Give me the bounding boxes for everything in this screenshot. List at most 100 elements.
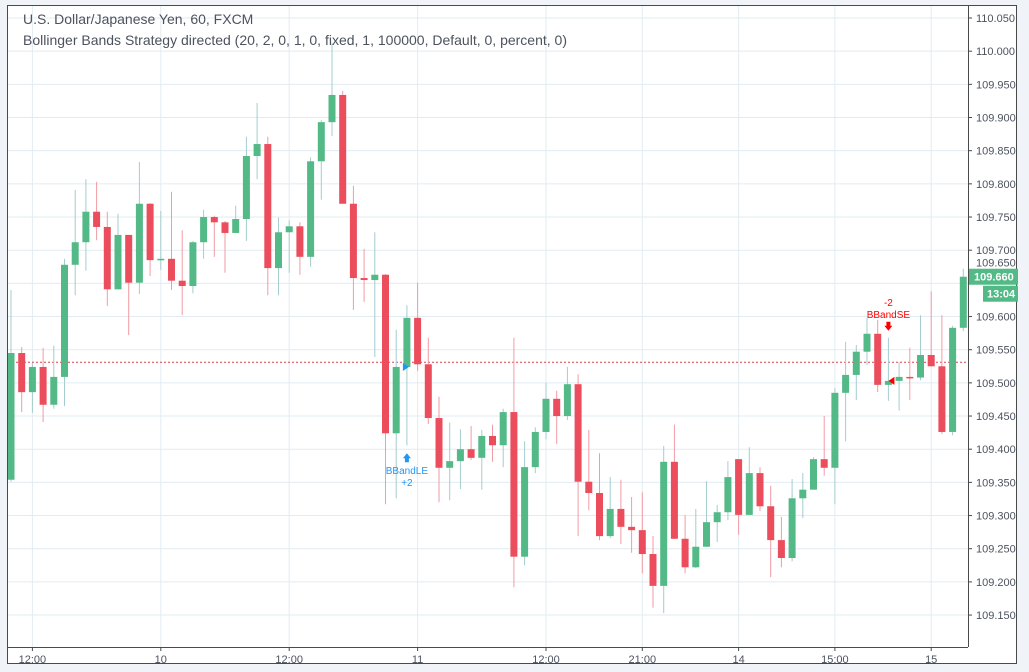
candle[interactable] <box>852 345 860 401</box>
candle[interactable] <box>360 248 368 302</box>
candle[interactable] <box>596 453 603 541</box>
candle[interactable] <box>392 329 400 499</box>
candle[interactable] <box>799 473 807 519</box>
candle[interactable] <box>777 516 785 568</box>
candle[interactable] <box>638 492 646 574</box>
candle[interactable] <box>735 459 743 535</box>
candle[interactable] <box>863 317 871 365</box>
candle[interactable] <box>938 315 946 434</box>
candle[interactable] <box>103 211 111 306</box>
candle[interactable] <box>649 536 657 608</box>
candle[interactable] <box>906 347 914 401</box>
candle[interactable] <box>435 396 443 503</box>
candle[interactable] <box>253 102 261 180</box>
price-tick-label: 109.450 <box>976 411 1016 423</box>
candle[interactable] <box>371 232 379 357</box>
candle[interactable] <box>50 345 58 409</box>
candle[interactable] <box>135 161 143 294</box>
candle[interactable] <box>628 496 636 553</box>
candle[interactable] <box>703 481 710 547</box>
candle[interactable] <box>82 179 90 271</box>
candle[interactable] <box>884 337 892 401</box>
candle[interactable] <box>724 461 732 521</box>
candle[interactable] <box>831 388 839 505</box>
candle[interactable] <box>328 43 336 137</box>
plot-area[interactable]: BBandLE+2 BBandSE-2 <box>8 6 968 647</box>
signal-bbandse[interactable]: BBandSE-2 <box>867 298 911 385</box>
candle[interactable] <box>403 305 411 446</box>
candle[interactable] <box>382 274 389 505</box>
candle[interactable] <box>660 445 668 614</box>
candle[interactable] <box>949 325 957 436</box>
symbol-legend[interactable]: U.S. Dollar/Japanese Yen, 60, FXCM <box>23 11 254 27</box>
candle[interactable] <box>767 485 775 578</box>
candle[interactable] <box>917 315 924 381</box>
candle[interactable] <box>275 217 282 296</box>
candle[interactable] <box>478 429 486 490</box>
candle[interactable] <box>93 181 101 241</box>
candle[interactable] <box>670 424 678 539</box>
candle[interactable] <box>232 205 240 233</box>
candle[interactable] <box>521 441 529 566</box>
candle[interactable] <box>820 416 828 476</box>
candle[interactable] <box>8 289 15 482</box>
price-chart[interactable]: BBandLE+2 BBandSE-2 110.050 110.000 109.950 1… <box>8 6 1018 665</box>
price-tick-label: 109.950 <box>976 79 1016 91</box>
candle[interactable] <box>810 457 817 490</box>
candle[interactable] <box>489 424 496 462</box>
candle[interactable] <box>242 136 250 241</box>
candle-body <box>221 222 229 233</box>
candle[interactable] <box>745 447 753 515</box>
candle[interactable] <box>424 337 432 425</box>
candle[interactable] <box>285 220 293 273</box>
candle[interactable] <box>606 477 614 539</box>
candle[interactable] <box>756 467 764 511</box>
candle[interactable] <box>681 514 689 574</box>
candle[interactable] <box>200 209 208 259</box>
candle[interactable] <box>617 479 625 545</box>
candle[interactable] <box>168 191 175 290</box>
candle[interactable] <box>39 347 47 423</box>
candle[interactable] <box>713 504 721 543</box>
strategy-legend[interactable]: Bollinger Bands Strategy directed (20, 2… <box>23 32 567 48</box>
candle[interactable] <box>157 211 165 271</box>
price-tick-label: 109.700 <box>976 245 1016 257</box>
candle[interactable] <box>339 90 347 204</box>
candle[interactable] <box>959 268 967 332</box>
candle[interactable] <box>510 337 518 588</box>
candle[interactable] <box>874 319 882 393</box>
candle[interactable] <box>842 341 850 442</box>
candle[interactable] <box>61 258 68 407</box>
candle[interactable] <box>895 362 903 411</box>
candle[interactable] <box>178 230 186 316</box>
candle[interactable] <box>927 291 935 367</box>
candle[interactable] <box>531 427 539 474</box>
candle[interactable] <box>210 215 218 257</box>
candle[interactable] <box>553 390 561 444</box>
signal-bbandle[interactable]: BBandLE+2 <box>386 362 429 489</box>
candle[interactable] <box>414 282 422 371</box>
candle[interactable] <box>71 189 79 296</box>
candle[interactable] <box>349 185 357 310</box>
candle[interactable] <box>563 366 571 421</box>
candle[interactable] <box>788 479 796 562</box>
candle[interactable] <box>125 234 133 336</box>
candle[interactable] <box>317 120 325 200</box>
candle[interactable] <box>28 362 36 413</box>
candle[interactable] <box>542 382 550 440</box>
candle[interactable] <box>692 508 700 568</box>
candle[interactable] <box>114 213 122 290</box>
candle[interactable] <box>585 429 593 511</box>
candle[interactable] <box>456 429 464 490</box>
candle[interactable] <box>467 425 475 460</box>
candle[interactable] <box>189 240 197 294</box>
candle[interactable] <box>221 221 229 273</box>
candle[interactable] <box>18 347 26 413</box>
candle[interactable] <box>499 408 507 468</box>
candle[interactable] <box>574 374 582 537</box>
candle[interactable] <box>446 422 454 501</box>
candle[interactable] <box>264 136 272 296</box>
candle[interactable] <box>146 203 154 277</box>
candle[interactable] <box>307 157 315 267</box>
candle[interactable] <box>296 222 304 275</box>
